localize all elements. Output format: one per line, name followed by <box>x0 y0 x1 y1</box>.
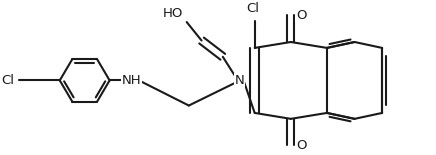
Text: N: N <box>235 74 245 87</box>
Text: HO: HO <box>163 7 183 20</box>
Text: NH: NH <box>122 74 141 87</box>
Text: Cl: Cl <box>2 74 14 87</box>
Text: Cl: Cl <box>246 2 259 15</box>
Text: O: O <box>296 9 307 22</box>
Text: O: O <box>296 139 307 152</box>
